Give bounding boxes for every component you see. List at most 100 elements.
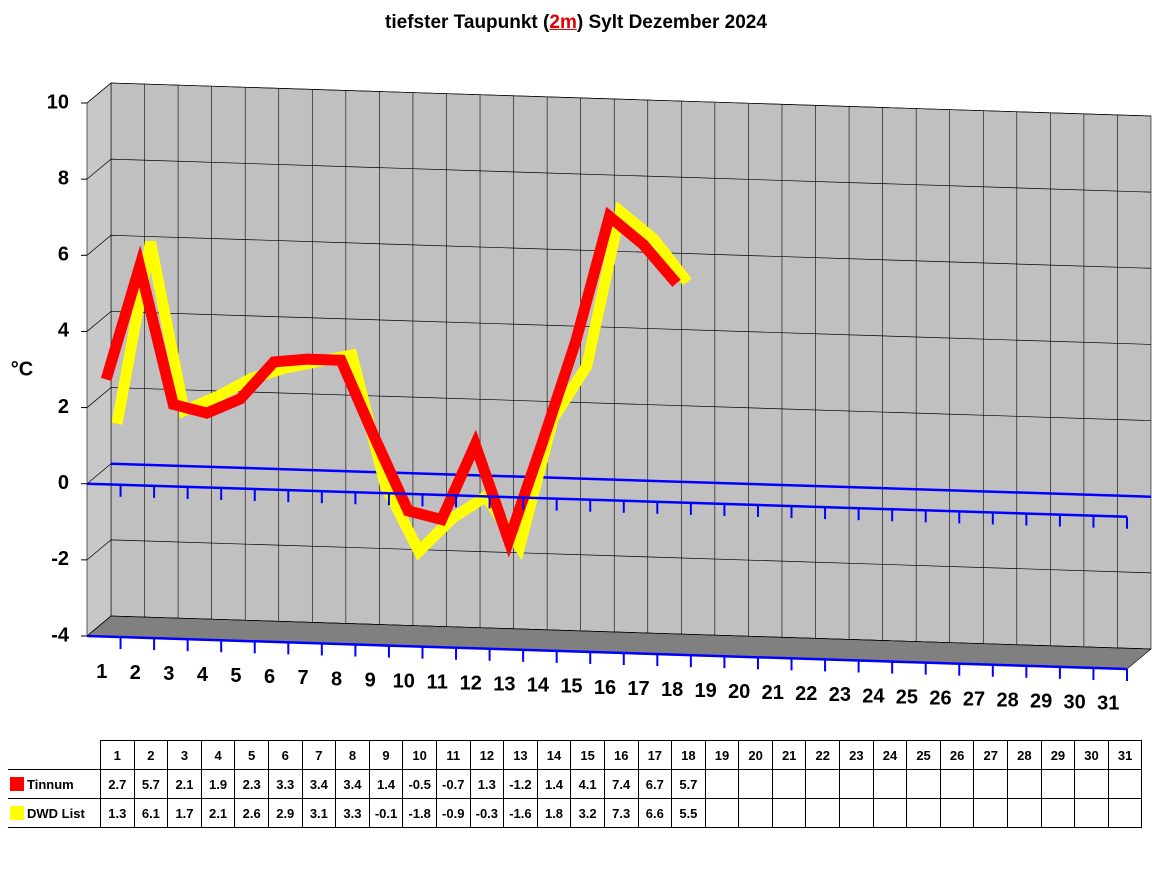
- table-cell: 3.2: [570, 798, 605, 828]
- table-header-cell: 30: [1074, 740, 1109, 770]
- table-cell: 6.7: [637, 769, 673, 799]
- legend-swatch: [10, 776, 24, 791]
- table-cell: [906, 769, 941, 799]
- table-header-cell: 5: [234, 740, 269, 770]
- table-cell: [1107, 769, 1143, 799]
- table-cell: [771, 769, 807, 799]
- table-header-cell: 11: [435, 740, 471, 770]
- table-header-cell: 9: [368, 740, 404, 770]
- x-tick-label: 8: [331, 668, 342, 690]
- x-tick-label: 12: [460, 673, 482, 695]
- grid-line: [86, 387, 1152, 421]
- table-cell: 3.4: [335, 769, 370, 799]
- table-header-cell: 29: [1040, 740, 1076, 770]
- x-tick-label: 19: [695, 680, 717, 702]
- table-cell: -0.5: [402, 769, 437, 799]
- x-tick-label: 20: [728, 681, 750, 703]
- x-tick-label: 5: [230, 665, 241, 687]
- table-row: DWD List 1.3 6.1 1.7 2.1 2.6 2.9 3.1 3.3 -0.1 -1.8…: [8, 798, 1143, 828]
- table-header-cell: 7: [301, 740, 337, 770]
- table-cell: 2.9: [267, 798, 303, 828]
- table-cell: [839, 798, 874, 828]
- table-cell: [738, 769, 773, 799]
- table-cell: 1.4: [536, 769, 572, 799]
- table-cell: 1.8: [536, 798, 572, 828]
- table-header-cell: 25: [906, 740, 941, 770]
- table-cell: 2.3: [234, 769, 269, 799]
- table-cell: [1074, 769, 1109, 799]
- chart-title: tiefster Taupunkt (2m) Sylt Dezember 202…: [0, 12, 1152, 34]
- x-tick-label: 23: [829, 684, 851, 706]
- table-header-cell: 22: [805, 740, 841, 770]
- x-tick-label: 22: [795, 683, 817, 705]
- table-cell: 4.1: [570, 769, 605, 799]
- zero-line-front: [86, 482, 1128, 518]
- table-cell: -1.8: [402, 798, 437, 828]
- table-row: Tinnum 2.7 5.7 2.1 1.9 2.3 3.3 3.4 3.4 1.4 -0.5 -0.…: [8, 769, 1143, 799]
- table-header-cell: 21: [771, 740, 807, 770]
- table-cell: 1.3: [469, 769, 505, 799]
- table-header-cell: 19: [704, 740, 740, 770]
- table-cell: [704, 798, 740, 828]
- legend-entry: Tinnum: [8, 769, 101, 799]
- table-header-cell: 8: [335, 740, 370, 770]
- title-part: ) Sylt Dezember 2024: [576, 12, 767, 33]
- table-cell: 1.4: [368, 769, 404, 799]
- zero-line-back: [110, 462, 1152, 498]
- table-header-cell: 27: [973, 740, 1009, 770]
- table-header-cell: 24: [872, 740, 908, 770]
- x-tick-label: 27: [963, 688, 985, 710]
- x-tick-label: 17: [627, 678, 649, 700]
- table-cell: 7.3: [603, 798, 639, 828]
- table-cell: [1040, 769, 1076, 799]
- x-tick-label: 13: [493, 674, 515, 696]
- table-cell: [738, 798, 773, 828]
- table-cell: [839, 769, 874, 799]
- x-tick-label: 6: [264, 666, 275, 688]
- table-cell: [906, 798, 941, 828]
- table-cell: 6.6: [637, 798, 673, 828]
- legend-swatch: [10, 805, 24, 820]
- x-tick-label: 30: [1064, 692, 1086, 714]
- x-tick-label: 24: [862, 685, 885, 707]
- x-tick-label: 11: [427, 671, 448, 693]
- table-header-cell: 1: [100, 740, 135, 770]
- table-cell: 1.7: [167, 798, 202, 828]
- y-tick-label: 2: [58, 396, 69, 418]
- x-tick-label: 1: [96, 661, 107, 683]
- table-cell: [1074, 798, 1109, 828]
- table-cell: -1.2: [503, 769, 538, 799]
- table-cell: 2.6: [234, 798, 269, 828]
- legend-entry: DWD List: [8, 798, 101, 828]
- x-tick-label: 18: [661, 679, 683, 701]
- table-header-cell: 4: [200, 740, 236, 770]
- table-cell: -0.9: [435, 798, 471, 828]
- series-line: [100, 206, 681, 558]
- data-table: 1 2 3 4 5 6 7 8 9 10 11 12 13 14 15 16 17 18 19 20 21 22 23 24 2…: [8, 740, 1143, 828]
- x-tick-label: 2: [130, 662, 141, 684]
- y-tick-label: 0: [58, 472, 69, 494]
- y-tick-label: 8: [58, 167, 69, 189]
- series-line: [111, 201, 692, 561]
- table-cell: [771, 798, 807, 828]
- x-tick-label: 16: [594, 677, 616, 699]
- table-cell: -0.7: [435, 769, 471, 799]
- table-cell: [939, 769, 975, 799]
- table-cell: -0.3: [469, 798, 505, 828]
- table-header-cell: 31: [1107, 740, 1143, 770]
- x-tick-label: 29: [1030, 691, 1052, 713]
- table-cell: 2.1: [167, 769, 202, 799]
- grid-line: [86, 158, 1152, 193]
- table-cell: -0.1: [368, 798, 404, 828]
- y-tick-label: 6: [58, 244, 69, 266]
- table-header-cell: 3: [167, 740, 202, 770]
- table-header-cell: 16: [603, 740, 639, 770]
- table-cell: 3.3: [335, 798, 370, 828]
- table-header-cell: 15: [570, 740, 605, 770]
- x-tick-label: 9: [365, 669, 376, 691]
- x-tick-label: 28: [996, 690, 1018, 712]
- table-cell: [704, 769, 740, 799]
- table-cell: 2.7: [100, 769, 135, 799]
- table-cell: [872, 798, 908, 828]
